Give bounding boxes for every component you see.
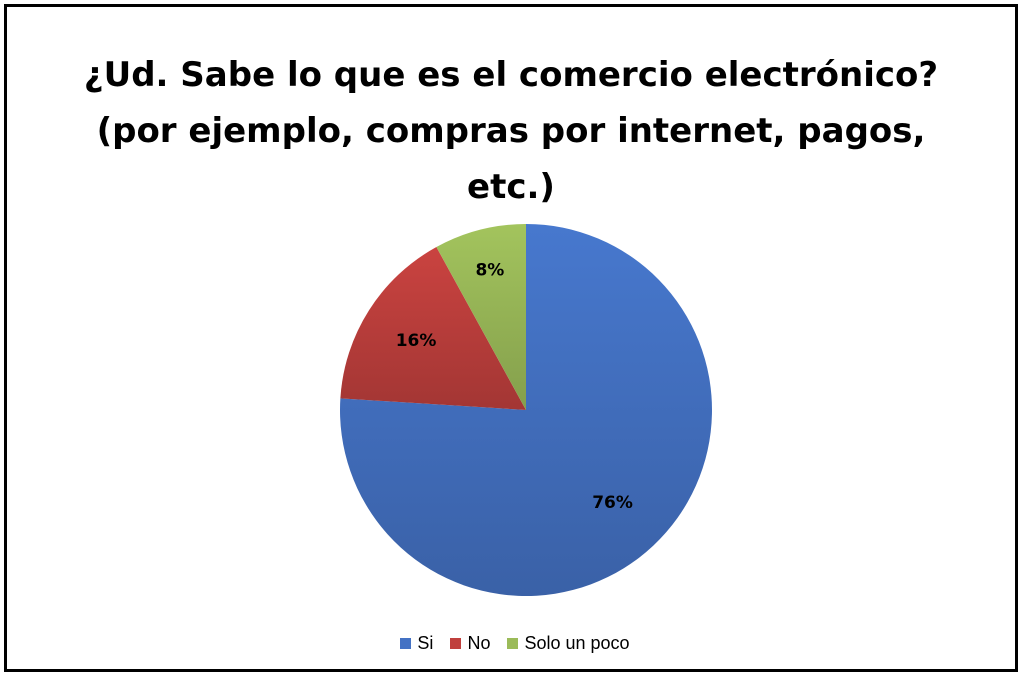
data-label-si: 76% — [592, 493, 633, 513]
chart-title: ¿Ud. Sabe lo que es el comercio electrón… — [7, 47, 1015, 215]
data-label-solo-un-poco: 8% — [475, 260, 504, 280]
legend-item-no: No — [450, 633, 490, 654]
chart-title-line-3: etc.) — [467, 167, 555, 207]
legend-swatch-solo-un-poco — [507, 638, 519, 649]
chart-title-line-2: (por ejemplo, compras por internet, pago… — [96, 111, 926, 151]
legend-item-solo-un-poco: Solo un poco — [507, 633, 630, 654]
legend-swatch-si — [400, 638, 412, 649]
legend-label-no: No — [467, 633, 491, 653]
legend-label-solo-un-poco: Solo un poco — [524, 633, 630, 653]
pie-slice-no — [340, 247, 526, 410]
chart-legend: Si No Solo un poco — [0, 633, 1030, 654]
legend-label-si: Si — [417, 633, 434, 653]
data-label-no: 16% — [396, 331, 437, 351]
chart-title-line-1: ¿Ud. Sabe lo que es el comercio electrón… — [83, 55, 939, 95]
legend-item-si: Si — [400, 633, 433, 654]
legend-swatch-no — [450, 638, 462, 649]
pie-slice-solo-un-poco — [436, 224, 526, 410]
